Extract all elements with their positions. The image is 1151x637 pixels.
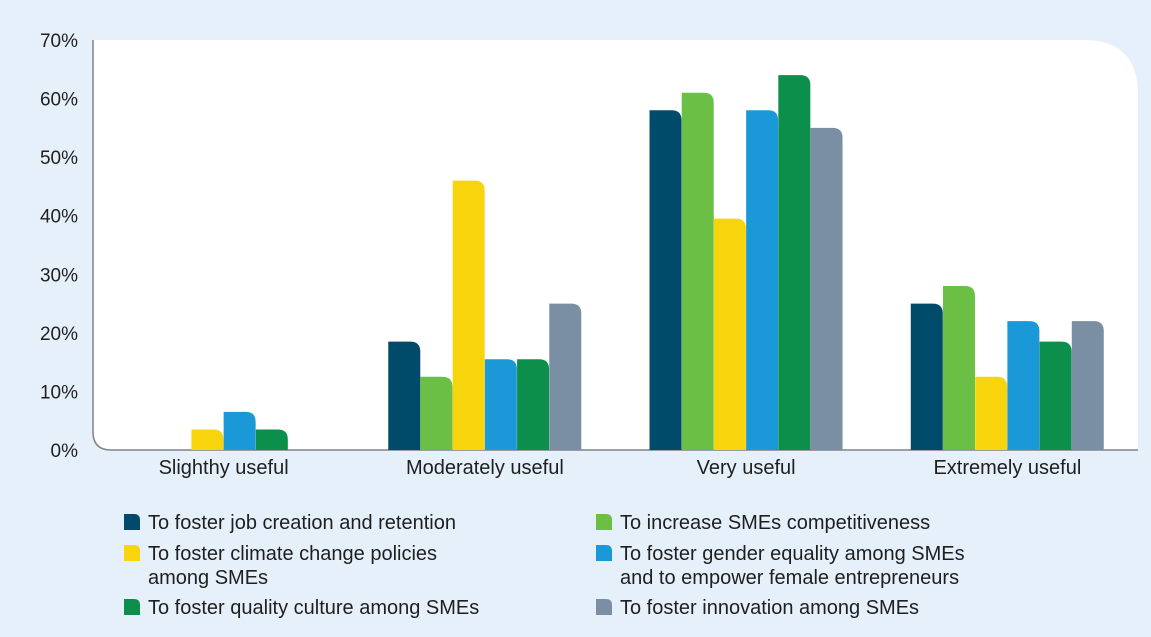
x-tick-label: Slighthy useful [159, 457, 289, 479]
bar [681, 92, 714, 450]
axis-line [92, 40, 1138, 451]
legend-label: To foster job creation and retention [148, 512, 456, 534]
bar [388, 341, 421, 450]
bar [942, 286, 975, 450]
bar [778, 75, 811, 451]
bars [191, 75, 1104, 451]
legend-label: To increase SMEs competitiveness [620, 512, 930, 534]
x-axis: Slighthy useful Moderately useful Very use… [92, 40, 1138, 479]
bar [810, 127, 843, 450]
legend-swatch [596, 599, 612, 615]
bar [549, 303, 582, 450]
bar [975, 376, 1008, 450]
bar [420, 376, 453, 450]
plot-area [93, 40, 1138, 450]
bar [452, 180, 485, 451]
legend-label: and to empower female entrepreneurs [620, 567, 959, 589]
bar [191, 429, 224, 450]
legend-label: To foster innovation among SMEs [620, 597, 919, 619]
bar [1007, 321, 1040, 450]
y-tick-label: 10% [40, 382, 78, 403]
legend-swatch [596, 545, 612, 561]
y-tick-label: 50% [40, 148, 78, 169]
legend-swatch [124, 514, 140, 530]
y-tick-label: 70% [40, 31, 78, 52]
legend: To foster job creation and retention To i… [124, 512, 965, 619]
legend-swatch [596, 514, 612, 530]
bar [1071, 321, 1104, 450]
y-tick-label: 20% [40, 324, 78, 345]
x-tick-label: Moderately useful [406, 457, 564, 479]
y-tick-label: 0% [51, 441, 79, 462]
bar [649, 110, 682, 451]
bar [910, 303, 943, 450]
bar [713, 218, 746, 450]
x-tick-label: Very useful [697, 457, 796, 479]
y-axis: 0% 10% 20% 30% 40% 50% 60% 70% [40, 31, 78, 462]
x-tick-label: Extremely useful [933, 457, 1081, 479]
bar [1039, 341, 1072, 450]
y-tick-label: 60% [40, 90, 78, 111]
legend-label: To foster quality culture among SMEs [148, 597, 479, 619]
bar [484, 359, 517, 450]
legend-label: To foster climate change policies [148, 543, 437, 565]
legend-label: among SMEs [148, 567, 268, 589]
legend-swatch [124, 545, 140, 561]
bar [517, 359, 550, 450]
y-tick-label: 30% [40, 265, 78, 286]
bar [255, 429, 288, 450]
legend-swatch [124, 599, 140, 615]
legend-label: To foster gender equality among SMEs [620, 543, 965, 565]
y-tick-label: 40% [40, 207, 78, 228]
bar [746, 110, 779, 451]
bar [223, 411, 256, 450]
